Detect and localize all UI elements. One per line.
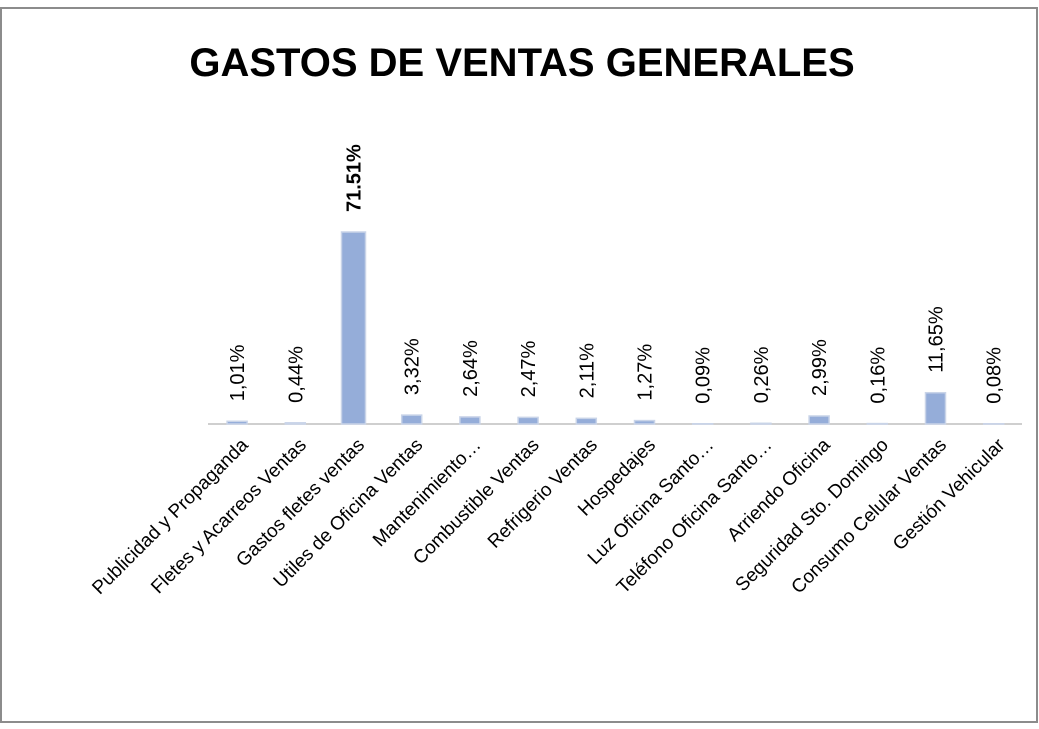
bar xyxy=(402,415,422,424)
data-label: 2,11% xyxy=(576,343,598,398)
data-label: 2,99% xyxy=(809,339,831,396)
bar xyxy=(518,417,538,424)
bar xyxy=(576,418,596,424)
bar xyxy=(227,421,247,424)
bar xyxy=(285,423,305,424)
bar xyxy=(342,232,366,424)
data-label: 1,27% xyxy=(635,344,657,401)
bar xyxy=(926,393,946,424)
data-label: 11,65% xyxy=(926,306,948,373)
bar xyxy=(751,423,771,424)
data-label: 0,44% xyxy=(285,346,307,403)
data-label: 1,01% xyxy=(227,344,249,401)
bar xyxy=(460,417,480,424)
data-label: 2,64% xyxy=(460,340,482,397)
chart-title: GASTOS DE VENTAS GENERALES xyxy=(189,41,854,85)
data-label: 0,08% xyxy=(984,347,1006,404)
data-label: 0,09% xyxy=(693,347,715,404)
data-label: 3,32% xyxy=(402,338,424,395)
bar xyxy=(809,416,829,424)
data-label: 0,26% xyxy=(751,346,773,403)
data-label: 0,16% xyxy=(867,347,889,404)
data-label: 2,47% xyxy=(518,340,540,397)
data-label: 71.51% xyxy=(344,144,366,212)
bar xyxy=(635,421,655,424)
